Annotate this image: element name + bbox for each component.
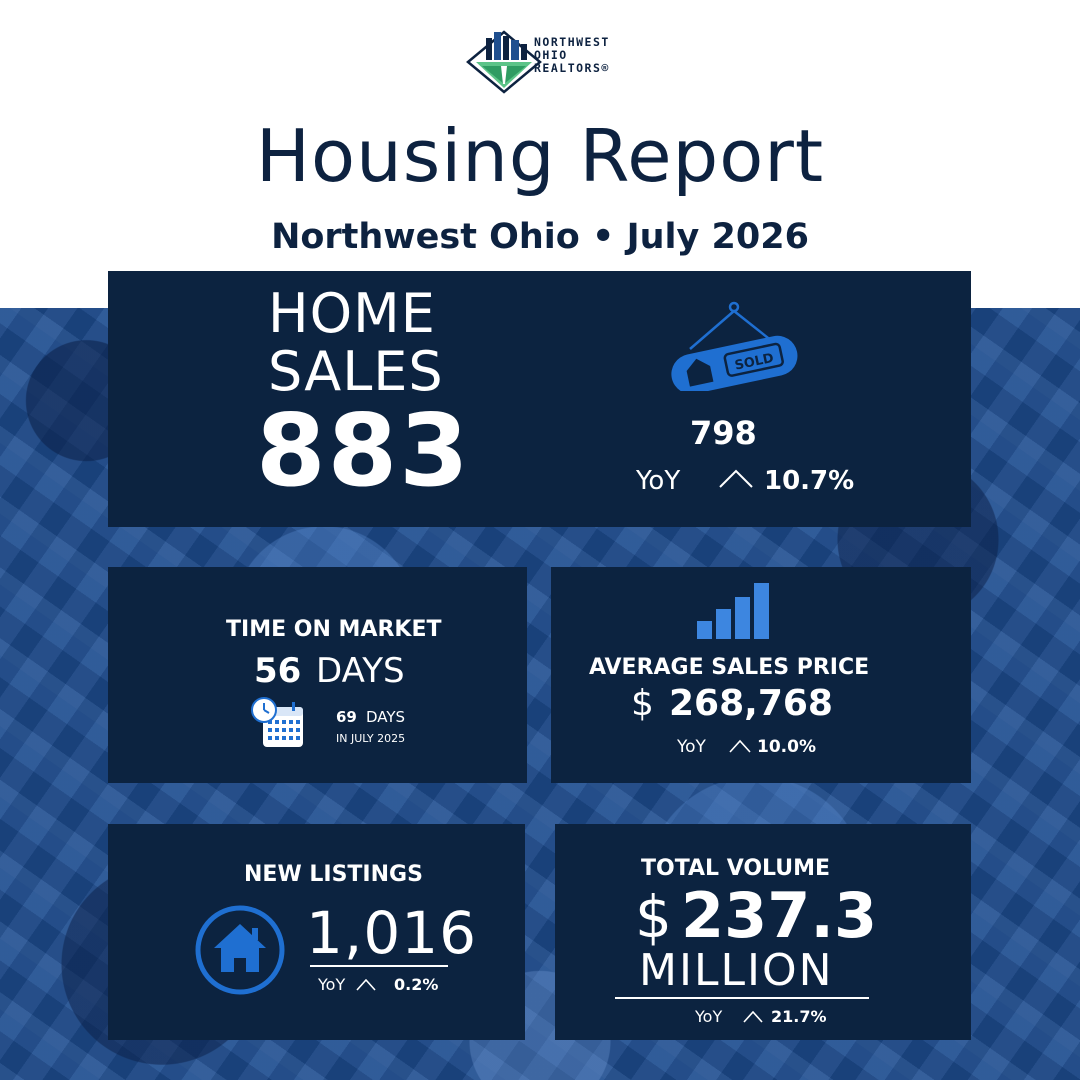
new-listings-label: NEW LISTINGS: [244, 862, 423, 887]
new-listings-value: 1,016: [306, 899, 478, 967]
total-volume-unit: MILLION: [639, 945, 834, 996]
sold-sign-icon: SOLD: [671, 301, 798, 391]
average-sales-price-yoy-change: 10.0%: [757, 737, 816, 757]
chevron-up-icon: [743, 1011, 763, 1023]
page-subtitle: Northwest Ohio • July 2026: [271, 217, 809, 257]
home-sales-previous-value: 798: [690, 414, 757, 452]
home-sales-yoy-change: 10.7%: [764, 466, 855, 496]
time-on-market-value: 56: [254, 651, 302, 691]
new-listings-divider: [310, 965, 448, 967]
home-sales-card: HOME SALES 883 SOLD 798 YoY 10.7%: [108, 271, 971, 527]
total-volume-divider: [615, 997, 869, 999]
total-volume-currency: $: [635, 883, 672, 951]
total-volume-value: 237.3: [681, 879, 878, 952]
new-listings-card: NEW LISTINGS 1,016 YoY 0.2%: [108, 824, 525, 1040]
logo-line-1: NORTHWEST: [534, 35, 610, 49]
time-on-market-unit: DAYS: [316, 651, 405, 691]
time-on-market-card: TIME ON MARKET 56 DAYS 69 DAYS IN JULY 2…: [108, 567, 527, 783]
total-volume-card: TOTAL VOLUME $ 237.3 MILLION YoY 21.7%: [555, 824, 971, 1040]
logo-line-3: REALTORS®: [534, 61, 610, 75]
logo-text: NORTHWEST OHIO REALTORS®: [534, 36, 610, 75]
new-listings-yoy-change: 0.2%: [394, 975, 439, 994]
total-volume-label: TOTAL VOLUME: [641, 856, 831, 881]
chevron-up-icon: [729, 739, 751, 753]
realtors-logo: [466, 30, 542, 94]
calendar-clock-icon: [251, 697, 303, 747]
average-sales-price-value: 268,768: [669, 683, 833, 724]
logo-line-2: OHIO: [534, 48, 568, 62]
time-on-market-previous-unit: DAYS: [366, 708, 406, 726]
chevron-up-icon: [719, 469, 753, 488]
home-sales-yoy-label: YoY: [636, 466, 681, 496]
average-sales-price-card: AVERAGE SALES PRICE $ 268,768 YoY 10.0%: [551, 567, 971, 783]
page-title: Housing Report: [255, 114, 825, 198]
bar-chart-icon: [697, 583, 769, 639]
time-on-market-previous-note: IN JULY 2025: [336, 732, 406, 745]
time-on-market-previous-value: 69: [336, 708, 357, 726]
home-sales-label-line-2: SALES: [268, 340, 444, 403]
average-sales-price-yoy-label: YoY: [677, 737, 706, 757]
total-volume-yoy-label: YoY: [695, 1007, 723, 1026]
total-volume-yoy-change: 21.7%: [771, 1007, 827, 1026]
average-sales-price-currency: $: [631, 683, 654, 724]
home-sales-value: 883: [256, 392, 471, 509]
time-on-market-label: TIME ON MARKET: [226, 617, 442, 642]
average-sales-price-label: AVERAGE SALES PRICE: [589, 655, 870, 680]
new-listings-yoy-label: YoY: [318, 975, 346, 994]
home-sales-label-line-1: HOME: [268, 282, 436, 345]
house-circle-icon: [195, 905, 285, 995]
chevron-up-icon: [356, 979, 376, 991]
